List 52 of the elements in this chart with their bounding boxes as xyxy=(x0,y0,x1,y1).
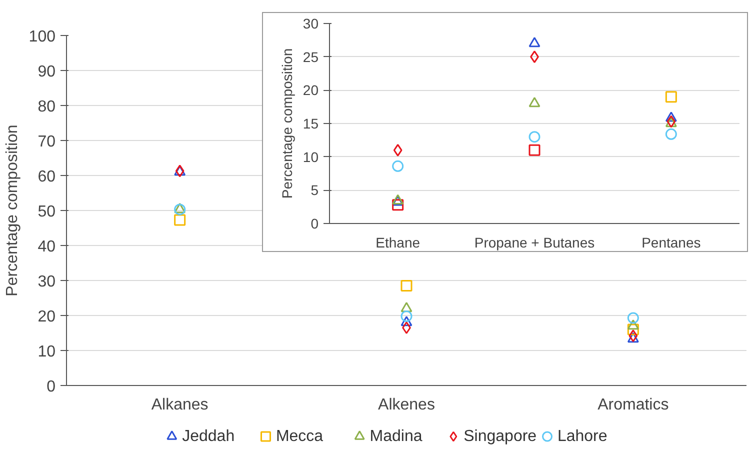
y-tick-label: 100 xyxy=(28,28,56,46)
y-tick-label: 70 xyxy=(38,134,56,150)
x-tick-label: Propane + Butanes xyxy=(474,234,595,250)
x-tick-label: Aromatics xyxy=(598,396,669,414)
y-tick-label: 10 xyxy=(302,148,319,165)
legend-label: Mecca xyxy=(276,428,324,445)
y-tick-label: 25 xyxy=(302,48,319,65)
point xyxy=(627,312,639,324)
legend-label: Jeddah xyxy=(182,428,235,445)
x-tick-label: Alkanes xyxy=(151,396,208,414)
y-tick-label: 15 xyxy=(302,116,319,132)
y-tick-label: 0 xyxy=(310,216,319,232)
point xyxy=(392,199,404,211)
point xyxy=(174,214,186,226)
legend-label: Singapore xyxy=(464,428,537,445)
point xyxy=(528,144,540,156)
point xyxy=(665,91,677,103)
point xyxy=(392,160,404,172)
y-axis-title: Percentage composition xyxy=(4,124,21,296)
legend-label: Lahore xyxy=(557,428,608,445)
y-tick-label: 20 xyxy=(302,82,319,98)
y-tick-label: 90 xyxy=(38,64,56,80)
point xyxy=(628,330,638,342)
point xyxy=(400,302,412,312)
point xyxy=(528,36,540,48)
point xyxy=(400,316,412,326)
point xyxy=(627,324,639,336)
y-tick-label: 30 xyxy=(38,274,56,290)
y-tick-label: 10 xyxy=(38,344,56,360)
point xyxy=(528,96,540,108)
point xyxy=(665,112,677,122)
y-tick-label: 40 xyxy=(38,238,56,256)
y-tick-label: 0 xyxy=(46,378,56,396)
point xyxy=(393,144,402,156)
point xyxy=(402,322,411,334)
point xyxy=(400,310,412,322)
x-tick-label: Alkenes xyxy=(378,396,435,414)
legend-label: Madina xyxy=(370,428,422,445)
point xyxy=(627,332,639,343)
point xyxy=(400,280,412,292)
y-tick-label: 20 xyxy=(38,308,56,326)
point xyxy=(528,131,540,143)
point xyxy=(627,319,639,330)
y-tick-label: 80 xyxy=(38,98,56,116)
y-axis-title: Percentage composition xyxy=(278,48,295,199)
x-tick-label: Pentanes xyxy=(642,234,701,250)
x-tick-label: Ethane xyxy=(376,234,420,250)
y-tick-label: 5 xyxy=(310,182,319,198)
point xyxy=(665,128,677,140)
y-tick-label: 30 xyxy=(302,16,319,32)
y-tick-label: 60 xyxy=(38,168,56,186)
y-tick-label: 50 xyxy=(38,204,56,220)
